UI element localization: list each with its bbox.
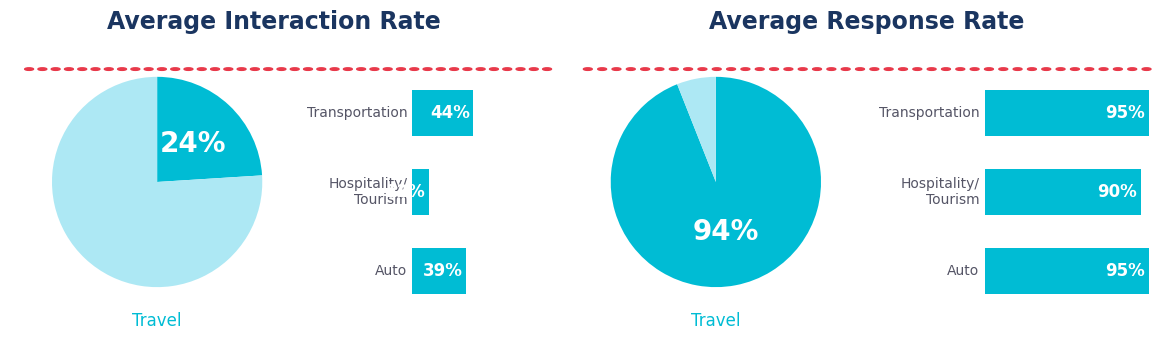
FancyBboxPatch shape bbox=[985, 169, 1141, 215]
Wedge shape bbox=[611, 77, 821, 287]
Text: Hospitality/
Tourism: Hospitality/ Tourism bbox=[328, 177, 407, 207]
Text: 94%: 94% bbox=[693, 218, 759, 246]
Text: 90%: 90% bbox=[1096, 183, 1136, 201]
Text: 44%: 44% bbox=[430, 104, 470, 122]
Wedge shape bbox=[52, 77, 262, 287]
Text: Auto: Auto bbox=[375, 264, 407, 278]
Text: Travel: Travel bbox=[691, 312, 740, 330]
FancyBboxPatch shape bbox=[412, 169, 428, 215]
Text: Hospitality/
Tourism: Hospitality/ Tourism bbox=[900, 177, 979, 207]
Text: 95%: 95% bbox=[1106, 262, 1145, 280]
Text: Travel: Travel bbox=[133, 312, 182, 330]
Text: 12%: 12% bbox=[385, 183, 425, 201]
FancyBboxPatch shape bbox=[412, 248, 467, 294]
Wedge shape bbox=[157, 77, 262, 182]
Text: Auto: Auto bbox=[946, 264, 979, 278]
Text: 95%: 95% bbox=[1106, 104, 1145, 122]
FancyBboxPatch shape bbox=[985, 90, 1149, 136]
Text: Transportation: Transportation bbox=[879, 106, 979, 120]
Text: Transportation: Transportation bbox=[306, 106, 407, 120]
FancyBboxPatch shape bbox=[985, 248, 1149, 294]
Wedge shape bbox=[677, 77, 716, 182]
Text: 24%: 24% bbox=[159, 130, 226, 158]
Text: Average Response Rate: Average Response Rate bbox=[710, 10, 1024, 34]
FancyBboxPatch shape bbox=[412, 90, 474, 136]
Text: 39%: 39% bbox=[423, 262, 463, 280]
Text: Average Interaction Rate: Average Interaction Rate bbox=[107, 10, 440, 34]
